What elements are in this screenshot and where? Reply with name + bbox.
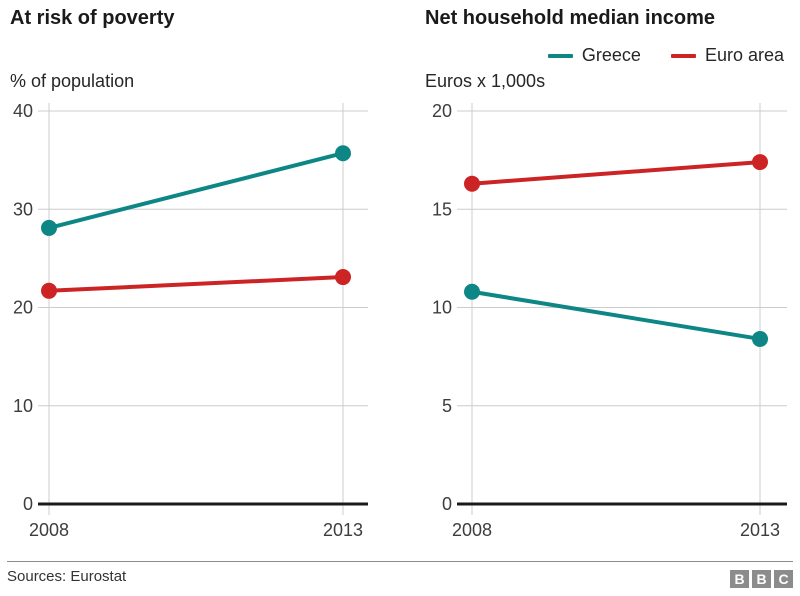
- data-point-greece: [335, 145, 351, 162]
- poverty-line-chart: 0 10 20 30 40 2008 2013: [13, 101, 368, 540]
- euro-area-line-swatch-icon: [670, 53, 696, 58]
- footer-divider: [7, 561, 793, 562]
- data-point-euro-area: [41, 282, 57, 299]
- chart-title-poverty: At risk of poverty: [10, 7, 175, 29]
- bbc-logo-block-2: B: [752, 570, 771, 588]
- series-line-euro-area: [48, 275, 344, 293]
- y-axis-unit-poverty: % of population: [10, 71, 135, 91]
- data-point-greece: [752, 330, 768, 347]
- y-tick-label: 0: [23, 494, 33, 514]
- y-tick-label: 40: [13, 101, 33, 121]
- x-tick-label: 2013: [323, 520, 363, 540]
- income-line-chart: 0 5 10 15 20 2008 2013: [432, 101, 787, 540]
- y-axis-unit-income: Euros x 1,000s: [425, 71, 546, 91]
- legend-label-greece: Greece: [581, 45, 641, 65]
- y-tick-label: 10: [13, 396, 33, 416]
- legend-item-greece: Greece: [547, 45, 641, 66]
- source-attribution: Sources: Eurostat: [7, 568, 127, 585]
- series-line-euro-area: [471, 160, 761, 186]
- y-tick-label: 30: [13, 199, 33, 219]
- y-tick-label: 0: [442, 494, 452, 514]
- legend-item-euro-area: Euro area: [670, 45, 784, 66]
- bbc-logo-block-1: B: [730, 570, 749, 588]
- y-tick-label: 20: [13, 298, 33, 318]
- y-tick-label: 10: [432, 298, 452, 318]
- x-tick-label: 2008: [452, 520, 492, 540]
- x-tick-label: 2013: [740, 520, 780, 540]
- data-point-euro-area: [464, 175, 480, 192]
- y-tick-label: 20: [432, 101, 452, 121]
- greece-line-swatch-icon: [547, 53, 573, 58]
- bbc-logo-block-3: C: [774, 570, 793, 588]
- data-point-euro-area: [752, 154, 768, 171]
- chart-title-income: Net household median income: [425, 7, 716, 29]
- x-tick-label: 2008: [29, 520, 69, 540]
- data-point-greece: [464, 283, 480, 300]
- data-point-greece: [41, 219, 57, 236]
- data-point-euro-area: [335, 269, 351, 286]
- y-tick-label: 5: [442, 396, 452, 416]
- legend-label-euro-area: Euro area: [704, 45, 784, 65]
- series-line-greece: [48, 151, 344, 230]
- series-line-greece: [471, 289, 761, 341]
- bbc-logo: B B C: [730, 570, 793, 588]
- y-tick-label: 15: [432, 199, 452, 219]
- chart-legend: Greece Euro area: [547, 45, 784, 66]
